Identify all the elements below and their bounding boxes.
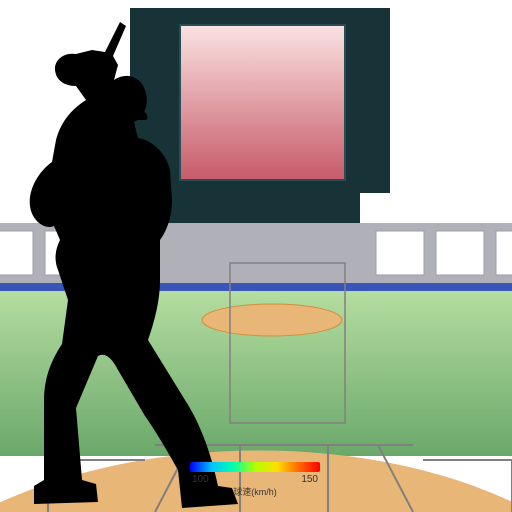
stand-panel (0, 231, 33, 275)
stand-panel (436, 231, 484, 275)
legend-tick-max: 150 (301, 474, 318, 485)
heatmap-panel (180, 25, 345, 180)
legend-gradient-bar (190, 462, 320, 472)
legend-label: 球速(km/h) (190, 485, 320, 498)
stand-panel (376, 231, 424, 275)
legend-tick-min: 100 (192, 474, 209, 485)
pitch-chart-stage: 100 150 球速(km/h) (0, 0, 512, 512)
pitcher-mound (202, 304, 342, 336)
legend-ticks: 100 150 (190, 474, 320, 485)
speed-legend: 100 150 球速(km/h) (190, 462, 320, 498)
scoreboard-base (160, 193, 360, 223)
scene-svg (0, 0, 512, 512)
stand-panel (496, 231, 512, 275)
